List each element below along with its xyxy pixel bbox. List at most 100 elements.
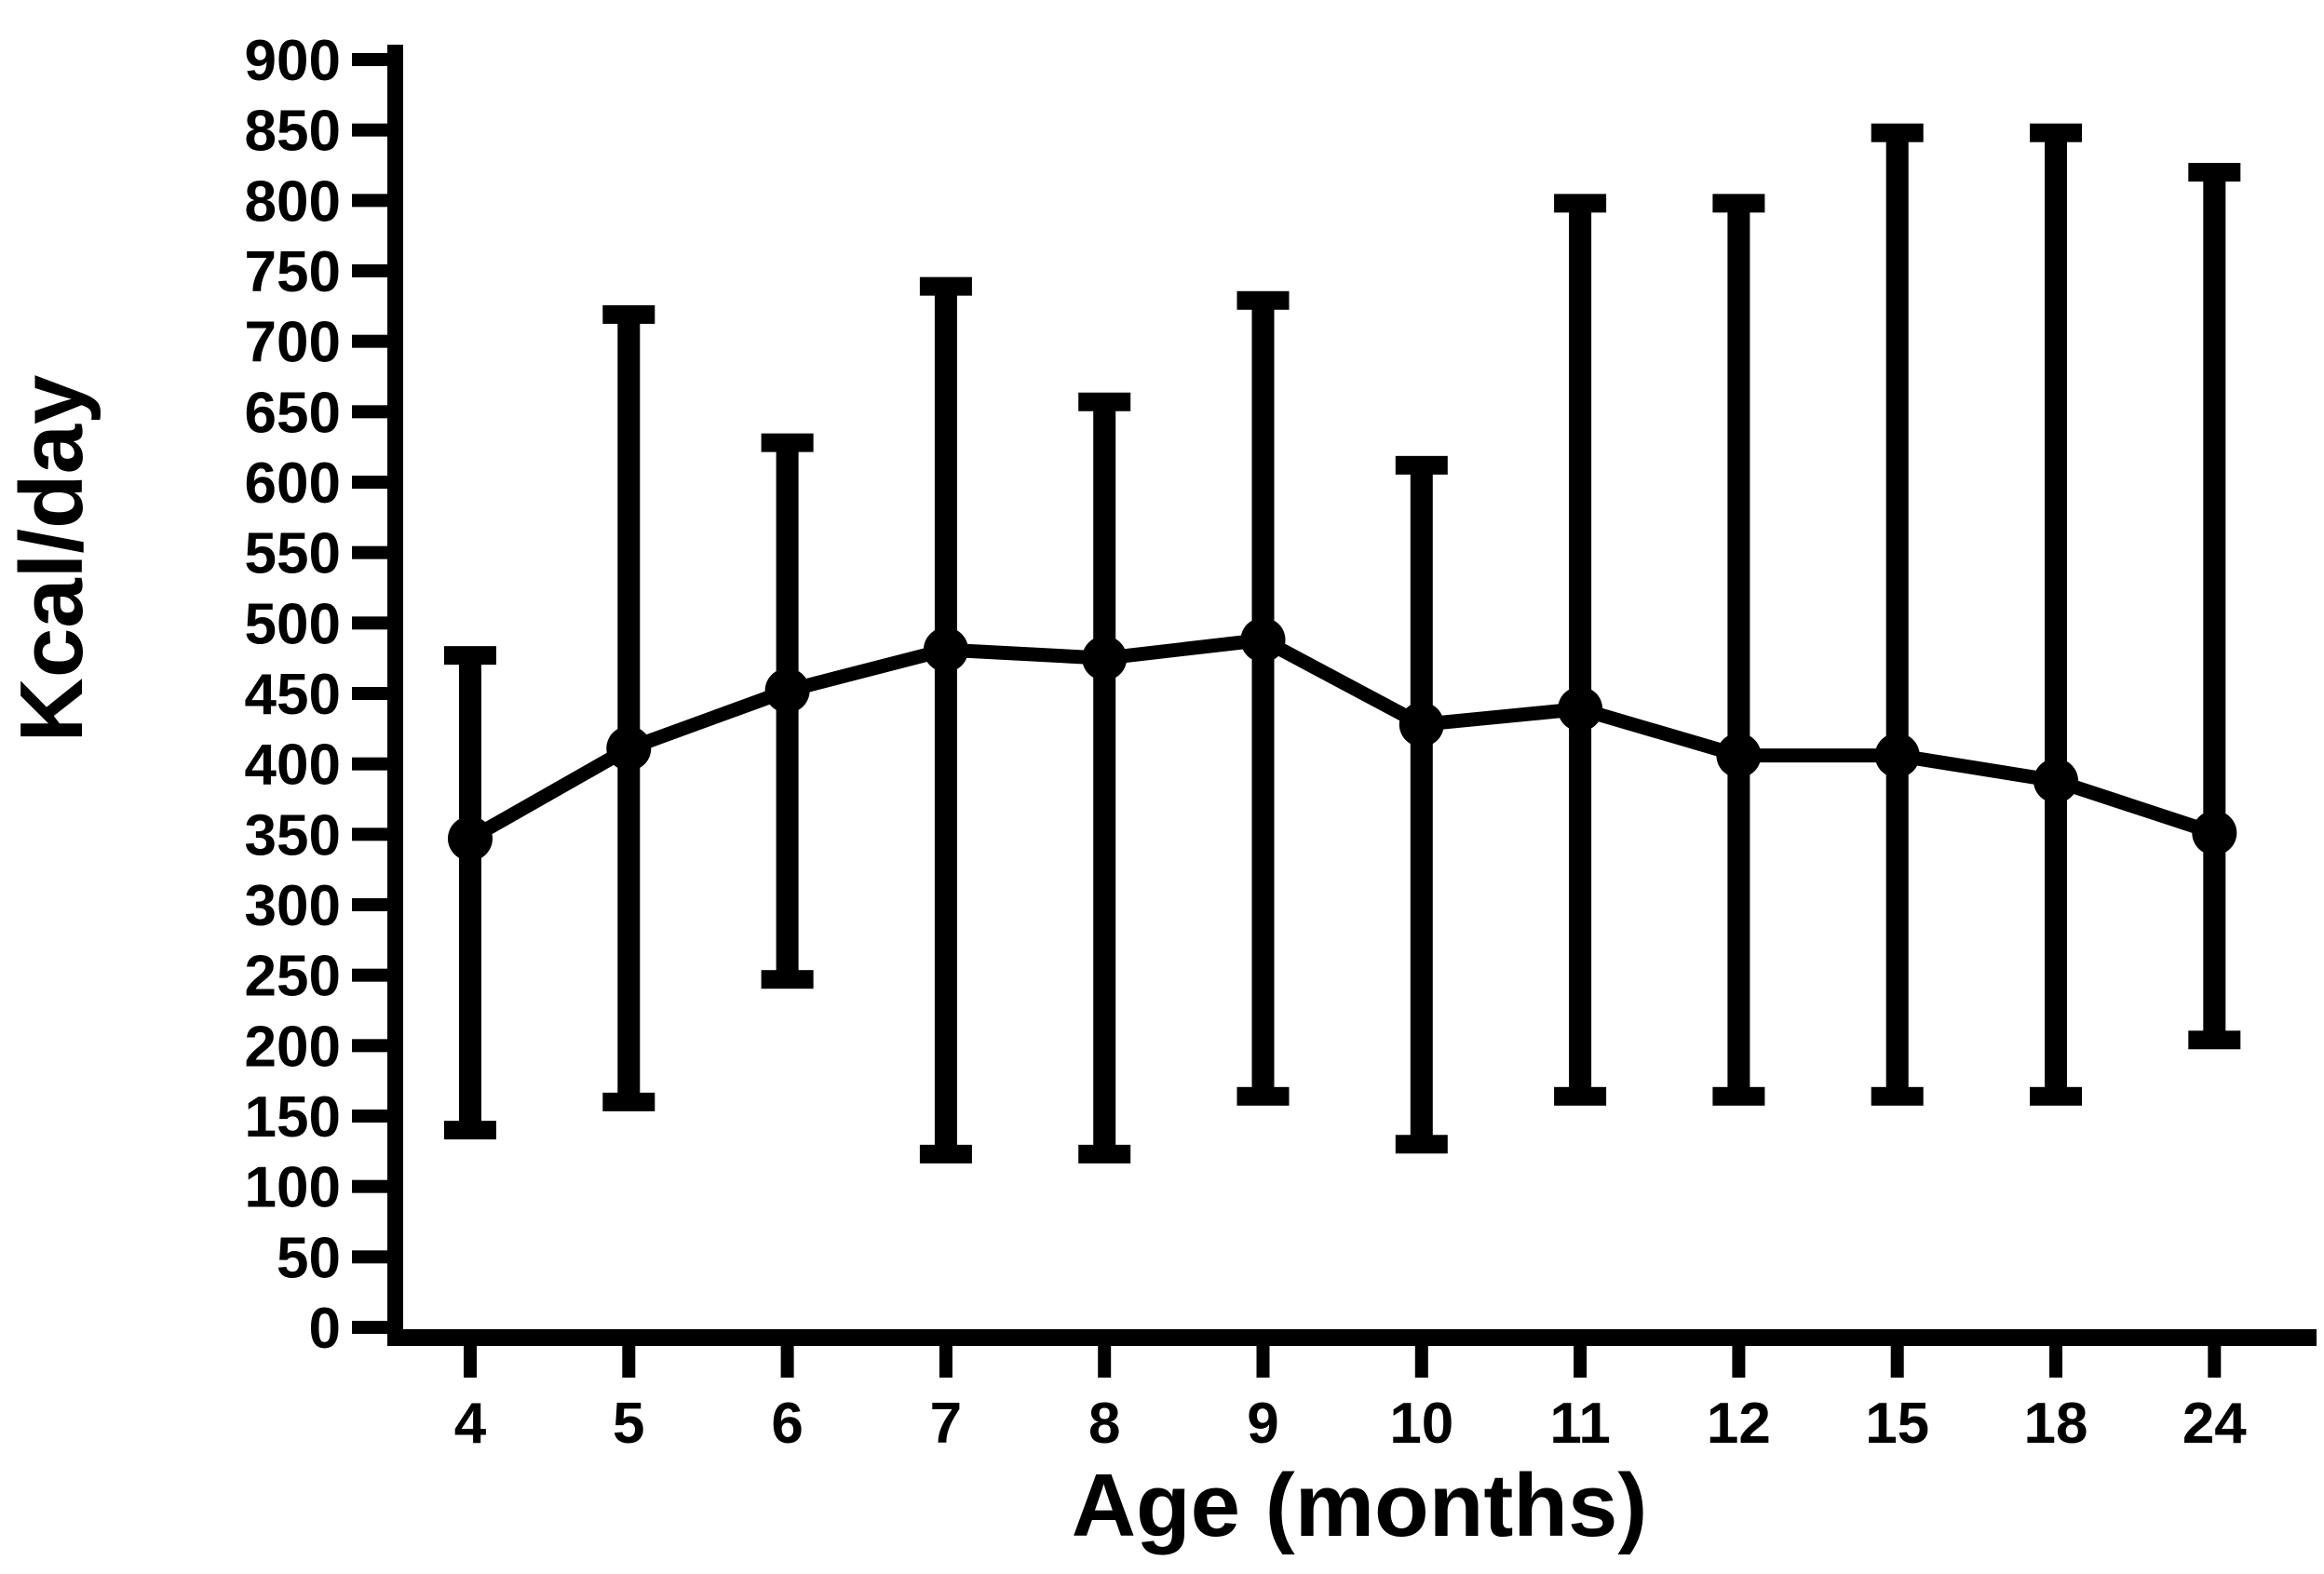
data-point-dot — [606, 726, 652, 772]
error-bar-cap-bottom — [602, 1092, 655, 1111]
data-point-dot — [1558, 686, 1603, 732]
error-bar-cap-top — [1712, 194, 1765, 213]
error-bar-stem — [1727, 203, 1750, 1096]
data-point-dot — [764, 667, 810, 713]
x-tick — [1732, 1346, 1746, 1378]
data-line — [463, 632, 2222, 846]
x-axis-title: Age (months) — [1072, 1456, 1648, 1555]
y-tick — [352, 1250, 387, 1264]
x-tick-label: 7 — [930, 1392, 962, 1456]
error-bars — [444, 123, 2241, 1164]
x-tick-label: 10 — [1389, 1392, 1453, 1456]
error-bar-stem — [2045, 132, 2067, 1096]
error-bar — [2030, 123, 2082, 1106]
error-bar-cap-top — [2030, 123, 2082, 142]
y-tick-label: 350 — [245, 803, 341, 868]
y-tick-label: 600 — [245, 451, 341, 516]
error-bar-stem — [1093, 401, 1116, 1154]
y-tick — [352, 1110, 387, 1123]
error-bar-cap-top — [1078, 392, 1131, 411]
x-tick-label: 12 — [1707, 1392, 1771, 1456]
data-point-dot — [448, 815, 493, 861]
y-tick — [352, 405, 387, 419]
data-point-dot — [923, 627, 968, 673]
data-line-group — [463, 632, 2222, 846]
y-tick-label: 300 — [245, 874, 341, 938]
x-tick-label: 9 — [1247, 1392, 1278, 1456]
error-bar-cap-top — [2188, 163, 2241, 182]
x-tick — [1098, 1346, 1112, 1378]
y-tick-label: 500 — [245, 592, 341, 656]
data-point-dot — [2034, 758, 2078, 803]
y-tick-label: 200 — [245, 1015, 341, 1079]
y-tick — [352, 1039, 387, 1053]
y-tick-label: 150 — [245, 1085, 341, 1150]
y-tick — [352, 827, 387, 841]
error-bar — [444, 646, 496, 1140]
y-tick-label: 400 — [245, 733, 341, 798]
error-bar-cap-bottom — [761, 970, 814, 989]
x-axis-spine — [387, 1329, 2317, 1346]
y-tick — [352, 545, 387, 559]
y-tick — [352, 1321, 387, 1334]
y-tick — [352, 264, 387, 277]
error-bar — [1236, 290, 1290, 1106]
y-axis: 0501001502002503003504004505005506006507… — [245, 29, 403, 1361]
x-tick-label: 24 — [2182, 1392, 2247, 1456]
error-bar — [1554, 194, 1607, 1106]
error-bar — [1712, 194, 1765, 1106]
error-bar-cap-bottom — [1395, 1135, 1448, 1154]
y-tick-label: 750 — [245, 240, 341, 304]
y-tick — [352, 616, 387, 630]
x-tick — [622, 1346, 636, 1378]
y-tick-label: 250 — [245, 945, 341, 1009]
error-bar-stem — [1885, 132, 1909, 1096]
x-tick — [780, 1346, 794, 1378]
y-tick-label: 550 — [245, 522, 341, 586]
error-bar-stem — [934, 286, 957, 1154]
error-bar-cap-bottom — [1078, 1144, 1131, 1164]
x-tick — [1890, 1346, 1904, 1378]
error-bar-cap-top — [1554, 194, 1607, 213]
error-bar-cap-top — [761, 433, 814, 452]
y-tick — [352, 334, 387, 348]
error-bar-stem — [1251, 300, 1275, 1096]
y-tick-label: 700 — [245, 311, 341, 375]
error-bar-cap-bottom — [919, 1144, 972, 1164]
y-tick-label: 900 — [245, 29, 341, 93]
y-tick — [352, 968, 387, 982]
x-tick — [2049, 1346, 2062, 1378]
error-bar-stem — [1410, 464, 1433, 1145]
y-axis-title: Kcal/day — [2, 375, 101, 743]
error-bar-cap-top — [1871, 123, 1924, 142]
y-tick-label: 800 — [245, 169, 341, 234]
x-tick-label: 18 — [2024, 1392, 2088, 1456]
error-bar-cap-bottom — [1712, 1086, 1765, 1106]
data-point-dot — [1240, 617, 1286, 663]
x-tick — [2208, 1346, 2222, 1378]
data-point-dot — [1398, 702, 1444, 747]
y-tick — [352, 1179, 387, 1193]
data-point-dot — [1082, 636, 1128, 681]
y-tick — [352, 898, 387, 911]
error-bar — [919, 276, 972, 1164]
error-bar-cap-bottom — [2188, 1030, 2241, 1050]
error-bar — [1871, 123, 1924, 1106]
error-bar-cap-bottom — [1236, 1086, 1290, 1106]
x-tick-label: 15 — [1865, 1392, 1929, 1456]
x-tick-label: 4 — [454, 1392, 487, 1456]
y-tick-label: 50 — [277, 1226, 341, 1290]
y-tick — [352, 123, 387, 137]
y-tick — [352, 757, 387, 771]
x-tick — [1574, 1346, 1588, 1378]
y-tick — [352, 476, 387, 489]
y-tick-label: 0 — [309, 1297, 341, 1361]
y-tick — [352, 53, 387, 66]
error-bar-stem — [1569, 203, 1592, 1096]
x-tick — [464, 1346, 477, 1378]
error-bar-cap-bottom — [1871, 1086, 1924, 1106]
x-axis: 4 5 6 7 8 9 10 11 12 15 18 24 — [387, 1329, 2317, 1456]
error-bar-stem — [459, 655, 481, 1131]
